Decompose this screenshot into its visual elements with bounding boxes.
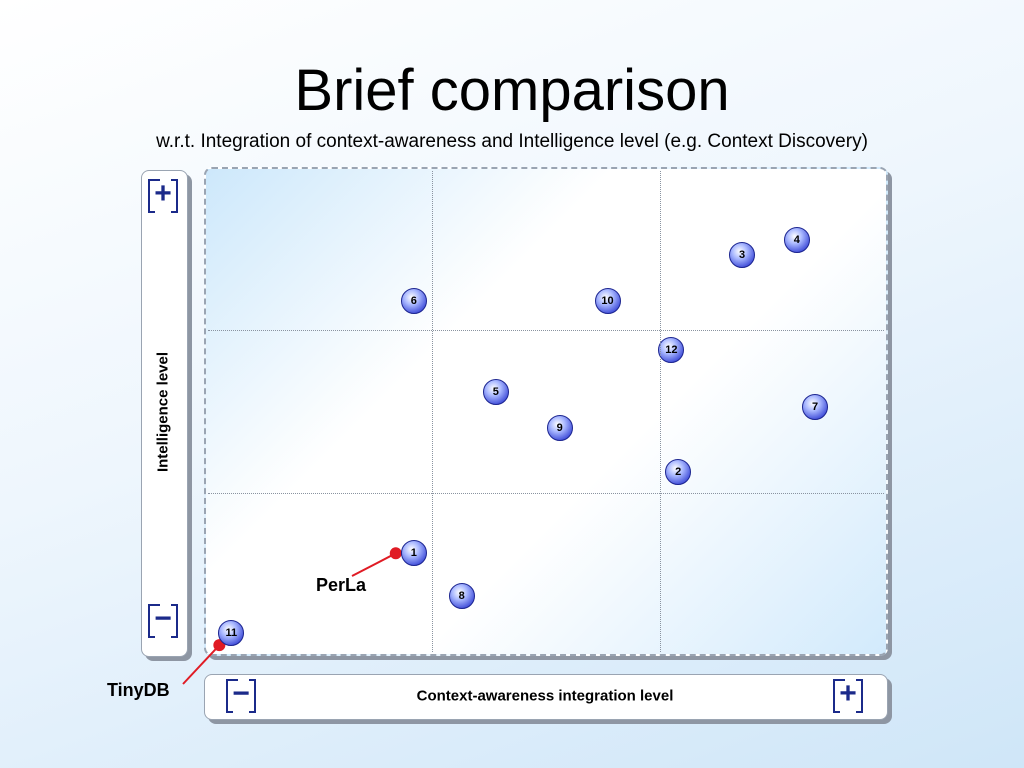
data-point-4: 4	[783, 227, 810, 254]
gridline-horizontal	[208, 330, 884, 331]
x-min-label: −	[232, 677, 250, 710]
data-point-9: 9	[546, 414, 573, 441]
annotation-label-tinydb: TinyDB	[107, 680, 170, 700]
annotation-connector	[351, 552, 397, 577]
page-title: Brief comparison	[294, 58, 730, 123]
data-point-2: 2	[665, 458, 692, 485]
data-point-3: 3	[729, 242, 756, 269]
annotation-marker-dot	[389, 547, 402, 560]
page-subtitle: w.r.t. Integration of context-awareness …	[156, 131, 868, 152]
data-point-8: 8	[448, 582, 475, 609]
data-point-5: 5	[482, 378, 509, 405]
data-point-6: 6	[400, 287, 427, 314]
y-axis-panel	[141, 170, 188, 657]
y-max-label: +	[154, 177, 172, 210]
minus-icon: −	[148, 604, 178, 638]
data-point-7: 7	[802, 393, 829, 420]
data-point-11: 11	[218, 620, 245, 647]
minus-icon: −	[226, 679, 256, 713]
annotation-label-perla: PerLa	[316, 575, 367, 595]
y-min-label: −	[154, 602, 172, 635]
data-point-1: 1	[400, 540, 427, 567]
gridline-vertical	[432, 171, 433, 652]
plus-icon: +	[148, 179, 178, 213]
x-axis-title: Context-awareness integration level	[416, 687, 674, 705]
gridline-horizontal	[208, 493, 884, 494]
data-point-12: 12	[658, 336, 685, 363]
plot-area	[204, 167, 888, 656]
gridline-vertical	[660, 171, 661, 652]
plus-icon: +	[833, 679, 863, 713]
annotation-connector	[182, 644, 221, 685]
x-axis-panel	[204, 674, 888, 720]
x-max-label: +	[839, 677, 857, 710]
data-point-10: 10	[594, 287, 621, 314]
